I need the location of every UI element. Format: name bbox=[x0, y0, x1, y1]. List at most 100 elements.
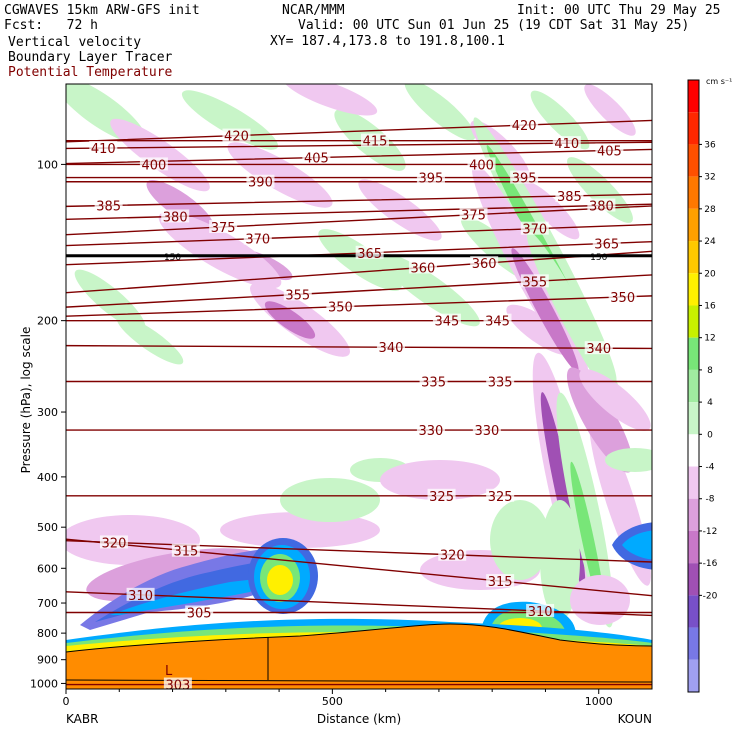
isentrope-365 bbox=[66, 240, 652, 266]
isentrope-label: 405 bbox=[304, 152, 329, 167]
colorbar-swatch bbox=[688, 273, 699, 306]
isentrope-labels: 420 420 415 410 410 405 405 400 400 395 395 390 385 3… bbox=[89, 118, 637, 694]
isentrope-355 bbox=[66, 274, 652, 308]
isentrope-label-background bbox=[459, 207, 488, 221]
colorbar-swatch bbox=[688, 112, 699, 145]
isentrope-label: 385 bbox=[96, 199, 121, 214]
isentrope-label-background bbox=[246, 174, 275, 188]
isentrope-label: 370 bbox=[245, 233, 270, 248]
isentrope-label-background bbox=[94, 198, 123, 212]
isentrope-375 bbox=[66, 205, 652, 236]
x-start-station: KABR bbox=[66, 712, 98, 726]
tropopause-labels: 150 150 bbox=[164, 253, 608, 263]
tropopause-label: 150 bbox=[590, 253, 607, 263]
colorbar-swatch bbox=[688, 369, 699, 403]
colorbar-swatch bbox=[688, 595, 699, 628]
colorbar-tick-label: 24 bbox=[704, 237, 716, 247]
isentrope-label: 330 bbox=[474, 424, 499, 439]
y-tick-label: 100 bbox=[37, 158, 58, 171]
y-tick-label: 900 bbox=[37, 654, 58, 667]
isentrope-label-background bbox=[416, 170, 445, 184]
isentrope-label-background bbox=[427, 488, 456, 502]
isentrope-380 bbox=[66, 203, 652, 221]
isentrope-label: 360 bbox=[472, 257, 497, 272]
y-tick-label: 500 bbox=[37, 521, 58, 534]
isentrope-label-background bbox=[209, 219, 238, 233]
y-tick-label: 200 bbox=[37, 315, 58, 328]
colorbar-swatch bbox=[688, 627, 699, 660]
isentrope-label-background bbox=[126, 587, 155, 601]
colorbar-frame bbox=[687, 79, 700, 693]
isentrope-label-background bbox=[587, 198, 616, 212]
isentrope-label: 420 bbox=[224, 130, 249, 145]
x-axis-title: Distance (km) bbox=[317, 712, 401, 726]
colorbar-tick-label: 36 bbox=[704, 140, 716, 150]
colorbar-swatch bbox=[688, 530, 699, 564]
model-title: CGWAVES 15km ARW-GFS init bbox=[4, 3, 200, 18]
isentrope-label: 380 bbox=[589, 199, 614, 214]
isentrope-label: 325 bbox=[488, 490, 513, 505]
colorbar-swatch bbox=[688, 402, 699, 435]
isentrope-label-background bbox=[139, 157, 168, 171]
isentrope-label-background bbox=[302, 150, 331, 164]
init-time: Init: 00 UTC Thu 29 May 25 bbox=[517, 3, 721, 18]
colorbar-tick-label: 12 bbox=[704, 334, 715, 344]
colorbar-tick-label: 20 bbox=[704, 269, 716, 279]
colorbar-tick-label: -16 bbox=[703, 559, 718, 569]
isentrope-label: 410 bbox=[554, 137, 579, 152]
colorbar: 36 32 28 24 20 16 12 8 4 0 -4 -8 -12 -16 -20 bbox=[687, 79, 718, 693]
isentrope-label-background bbox=[608, 289, 637, 303]
cross-section-endpoints: XY= 187.4,173.8 to 191.8,100.1 bbox=[270, 34, 505, 49]
y-tick-label: 700 bbox=[37, 597, 58, 610]
colorbar-swatch bbox=[688, 563, 699, 596]
isentrope-label-background bbox=[171, 543, 200, 557]
colorbar-swatch bbox=[688, 80, 699, 113]
isentrope-label: 310 bbox=[128, 589, 153, 604]
colorbar-swatch bbox=[688, 241, 699, 274]
isentrope-label: 375 bbox=[211, 221, 236, 236]
isentrope-label-background bbox=[486, 574, 515, 588]
isentrope-label-background bbox=[520, 274, 549, 288]
colorbar-tick-label: 32 bbox=[704, 173, 715, 183]
isentrope-label: 395 bbox=[419, 172, 444, 187]
isentrope-label: 410 bbox=[91, 142, 116, 157]
colorbar-tick-label: 16 bbox=[704, 301, 716, 311]
isentrope-label-background bbox=[438, 547, 467, 561]
isentrope-label: 420 bbox=[512, 119, 537, 134]
isentrope-label-background bbox=[520, 221, 549, 235]
isentrope-label-background bbox=[376, 340, 405, 354]
x-tick-label: 1000 bbox=[585, 695, 613, 708]
isentrope-label: 350 bbox=[328, 301, 353, 316]
isentrope-label: 335 bbox=[421, 376, 446, 391]
colorbar-swatch bbox=[688, 144, 699, 177]
isentrope-label-background bbox=[555, 188, 584, 202]
isentrope-label-background bbox=[510, 170, 539, 184]
isentrope-310 bbox=[66, 591, 652, 617]
isentrope-410 bbox=[66, 141, 652, 150]
isentrope-label: 350 bbox=[610, 291, 635, 306]
isentrope-370 bbox=[66, 223, 652, 247]
colorbar-tick-label: 4 bbox=[707, 398, 713, 408]
field-vertical-velocity: Vertical velocity bbox=[8, 35, 142, 50]
isentrope-label: 305 bbox=[187, 606, 212, 621]
isentrope-label-background bbox=[552, 136, 581, 150]
isentrope-label: 320 bbox=[440, 549, 465, 564]
isentrope-label: 303 bbox=[165, 679, 190, 694]
isentrope-label-background bbox=[595, 143, 624, 157]
isentrope-label: 355 bbox=[285, 288, 310, 303]
field-boundary-layer-tracer: Boundary Layer Tracer bbox=[8, 50, 173, 65]
isentrope-label-background bbox=[408, 260, 437, 274]
colorbar-swatch bbox=[688, 305, 699, 338]
isentrope-label-background bbox=[360, 133, 389, 147]
isentrope-label-background bbox=[89, 141, 118, 155]
isentrope-label-background bbox=[486, 374, 515, 388]
colorbar-swatch bbox=[688, 466, 699, 499]
x-tick-label: 500 bbox=[322, 695, 343, 708]
terrain-base-line bbox=[66, 679, 652, 683]
isentrope-label: 340 bbox=[379, 341, 404, 356]
isentrope-label: 340 bbox=[586, 342, 611, 357]
isentrope-label: 400 bbox=[141, 158, 166, 173]
org-label: NCAR/MMM bbox=[282, 3, 345, 18]
isentrope-label-background bbox=[584, 341, 613, 355]
